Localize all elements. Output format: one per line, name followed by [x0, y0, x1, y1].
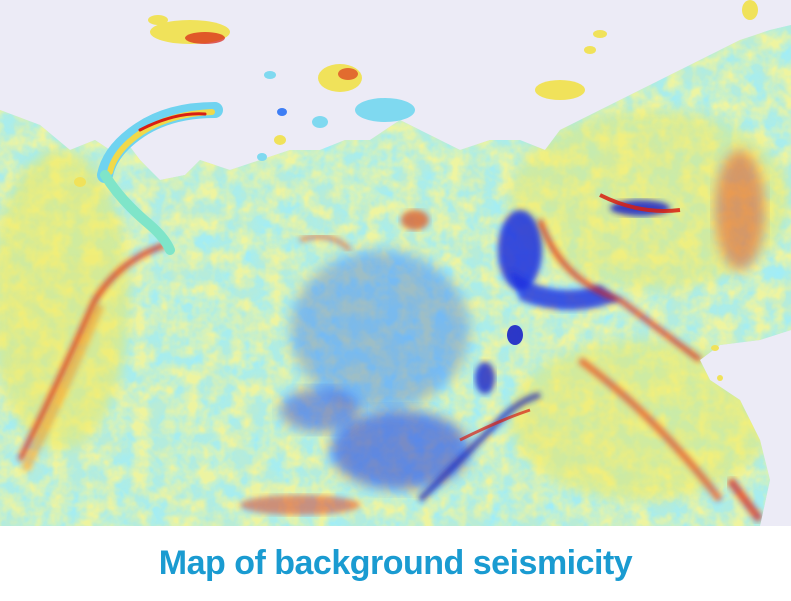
landmass [0, 25, 791, 526]
arctic-island-arc [97, 102, 223, 255]
arctic-islands [74, 0, 758, 381]
map-canvas [0, 0, 791, 526]
caption-bar: Map of background seismicity [0, 526, 791, 601]
seismicity-map [0, 0, 791, 526]
map-caption: Map of background seismicity [158, 544, 633, 582]
